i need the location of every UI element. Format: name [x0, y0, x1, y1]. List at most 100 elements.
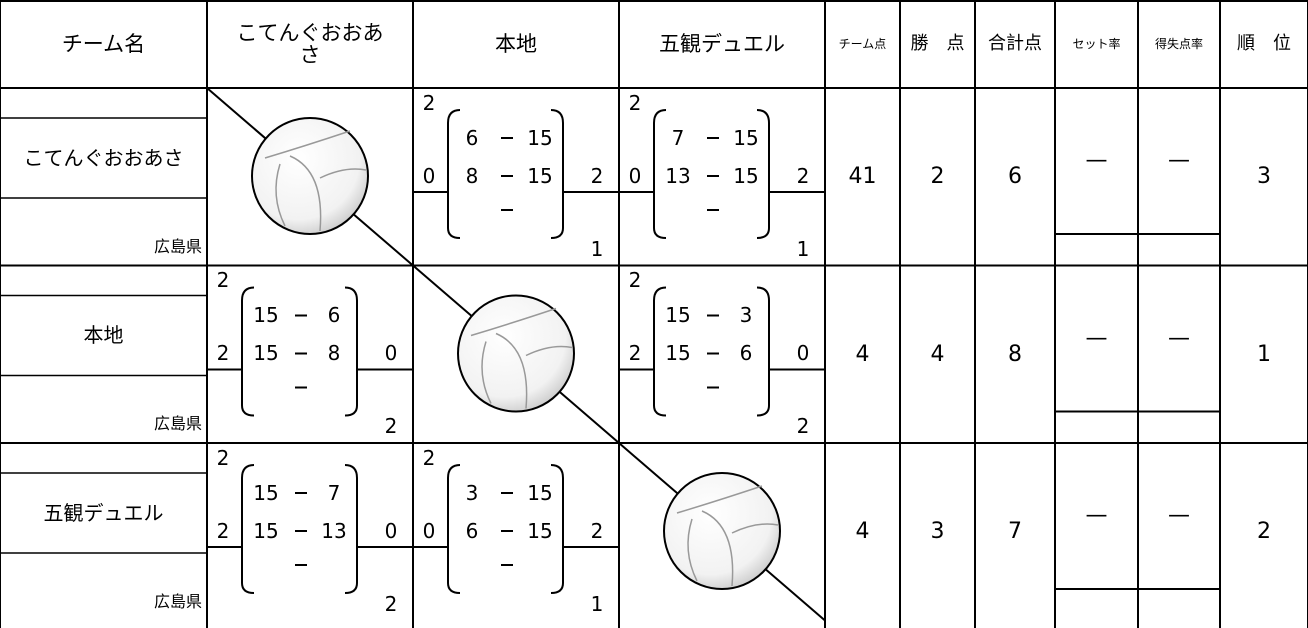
left-score: 0	[628, 163, 642, 188]
right-score: 2	[796, 163, 810, 188]
bracket	[447, 109, 461, 239]
bracket	[550, 109, 564, 239]
set-score: 13	[321, 518, 347, 543]
header-cell: セット率	[1072, 36, 1121, 51]
right-score: 2	[590, 518, 604, 543]
left-score: 2	[216, 341, 230, 365]
ball-seam	[731, 523, 779, 534]
win-points: 4	[930, 341, 945, 367]
total: 8	[1008, 341, 1022, 367]
set-score: 7	[671, 125, 685, 150]
bracket	[756, 109, 770, 239]
sets-won-top: 2	[422, 90, 436, 115]
sets-won-top: 2	[216, 445, 230, 470]
set-score: 7	[327, 480, 341, 505]
volleyball	[457, 294, 575, 413]
bracket	[550, 464, 564, 594]
set-rate: —	[1085, 148, 1108, 174]
ball-seam	[275, 163, 286, 227]
point-rate: —	[1168, 325, 1190, 351]
total: 7	[1008, 519, 1022, 545]
header-cell: 勝 点	[910, 32, 965, 54]
bracket	[344, 286, 358, 417]
ball-seam	[470, 307, 557, 337]
volleyball	[251, 117, 369, 235]
prefecture: 広島県	[153, 236, 202, 256]
left-score: 0	[422, 163, 436, 188]
ball-seam	[495, 332, 528, 409]
left-score: 2	[216, 518, 230, 543]
set-score: 15	[253, 341, 279, 365]
ball-seam	[319, 168, 367, 179]
ball-seam	[264, 130, 351, 159]
sets-won-bottom: 2	[384, 591, 398, 616]
volleyball	[663, 472, 781, 590]
header-cell: 得失点率	[1154, 36, 1203, 51]
set-score: 3	[739, 303, 753, 327]
bracket	[756, 286, 770, 417]
set-score: 15	[665, 303, 691, 327]
ball-seam	[525, 345, 573, 357]
set-score: 15	[253, 518, 279, 543]
bracket	[344, 464, 358, 594]
win-points: 2	[930, 164, 945, 190]
header-cell: こてんぐおおあさ	[236, 20, 384, 67]
total: 6	[1008, 164, 1022, 190]
header-cell: チーム点	[838, 36, 887, 51]
set-score: 15	[253, 303, 279, 327]
header-cell: 順 位	[1237, 32, 1291, 54]
bracket	[241, 286, 255, 417]
team-points: 41	[848, 164, 877, 190]
set-score: 3	[465, 480, 479, 505]
sets-won-bottom: 1	[590, 591, 604, 616]
sets-won-bottom: 1	[590, 236, 604, 261]
point-rate: —	[1168, 148, 1190, 174]
ball-seam	[481, 341, 492, 404]
ball-seam	[701, 510, 734, 587]
set-score: 15	[665, 341, 691, 365]
bracket	[447, 464, 461, 594]
set-score: 15	[733, 125, 759, 150]
header-cell: 本地	[495, 31, 537, 56]
set-score: 6	[327, 303, 341, 327]
header-cell: 合計点	[988, 32, 1042, 54]
left-score: 0	[422, 518, 436, 543]
set-rate: —	[1085, 325, 1108, 351]
point-rate: —	[1168, 503, 1190, 529]
set-score: 6	[739, 341, 753, 365]
bracket	[653, 286, 667, 417]
sets-won-bottom: 2	[384, 414, 398, 438]
right-score: 0	[384, 341, 398, 365]
set-score: 8	[465, 163, 479, 188]
header-cell: 五観デュエル	[659, 31, 785, 56]
left-score: 2	[628, 341, 642, 365]
bracket	[653, 109, 667, 239]
win-points: 3	[930, 519, 945, 545]
sets-won-top: 2	[628, 90, 642, 115]
prefecture: 広島県	[153, 414, 202, 434]
rank: 2	[1257, 519, 1271, 545]
rank: 3	[1257, 164, 1271, 190]
prefecture: 広島県	[153, 591, 202, 611]
team-points: 4	[855, 341, 870, 367]
set-score: 6	[465, 518, 479, 543]
set-score: 15	[253, 480, 279, 505]
set-score: 15	[527, 125, 553, 150]
set-score: 15	[733, 163, 759, 188]
ball-seam	[289, 155, 322, 232]
sets-won-top: 2	[216, 268, 230, 292]
bracket	[241, 464, 255, 594]
set-score: 13	[665, 163, 691, 188]
rank: 1	[1257, 341, 1271, 367]
right-score: 2	[590, 163, 604, 188]
team-points: 4	[855, 519, 870, 545]
team-name: 五観デュエル	[43, 500, 164, 525]
set-score: 15	[527, 480, 553, 505]
set-score: 6	[465, 125, 479, 150]
team-name: こてんぐおおあさ	[23, 145, 184, 170]
right-score: 0	[796, 341, 810, 365]
header-cell: チーム名	[61, 31, 146, 56]
sets-won-top: 2	[628, 268, 642, 292]
